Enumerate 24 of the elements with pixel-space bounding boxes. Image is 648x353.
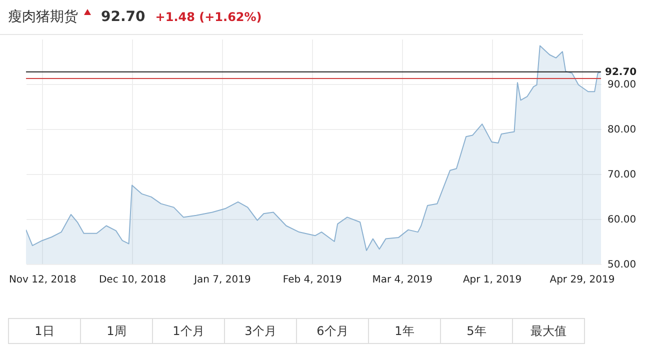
y-tick-label: 90.00 <box>608 80 636 90</box>
x-tick-label: Jan 7, 2019 <box>193 274 251 286</box>
y-tick-label: 60.00 <box>608 214 636 226</box>
text: 5年 <box>441 319 513 343</box>
text: 92.70 <box>101 9 146 25</box>
text: 1日 <box>9 319 81 343</box>
ref-line-label: 92.70 <box>605 66 637 78</box>
text: 6个月 <box>297 319 369 343</box>
x-tick-label: Feb 4, 2019 <box>282 274 342 286</box>
x-tick-label: Apr 1, 2019 <box>462 274 522 286</box>
x-tick-label: Nov 12, 2018 <box>8 274 76 286</box>
text: 1年 <box>369 319 441 343</box>
x-tick-label: Apr 29, 2019 <box>550 274 615 286</box>
text: +1.48 (+1.62%) <box>155 10 262 24</box>
text: 1个月 <box>153 319 225 343</box>
y-tick-label: 70.00 <box>608 170 636 180</box>
y-tick-label: 80.00 <box>608 124 636 136</box>
text: 3个月 <box>225 319 297 343</box>
x-tick-label: Dec 10, 2018 <box>98 274 166 286</box>
chart-title: 瘦肉猪期货 <box>8 8 78 26</box>
x-tick-label: Mar 4, 2019 <box>372 274 432 286</box>
y-tick-label: 50.00 <box>608 260 636 270</box>
text: 最大值 <box>530 323 568 340</box>
text: 1周 <box>81 319 153 343</box>
